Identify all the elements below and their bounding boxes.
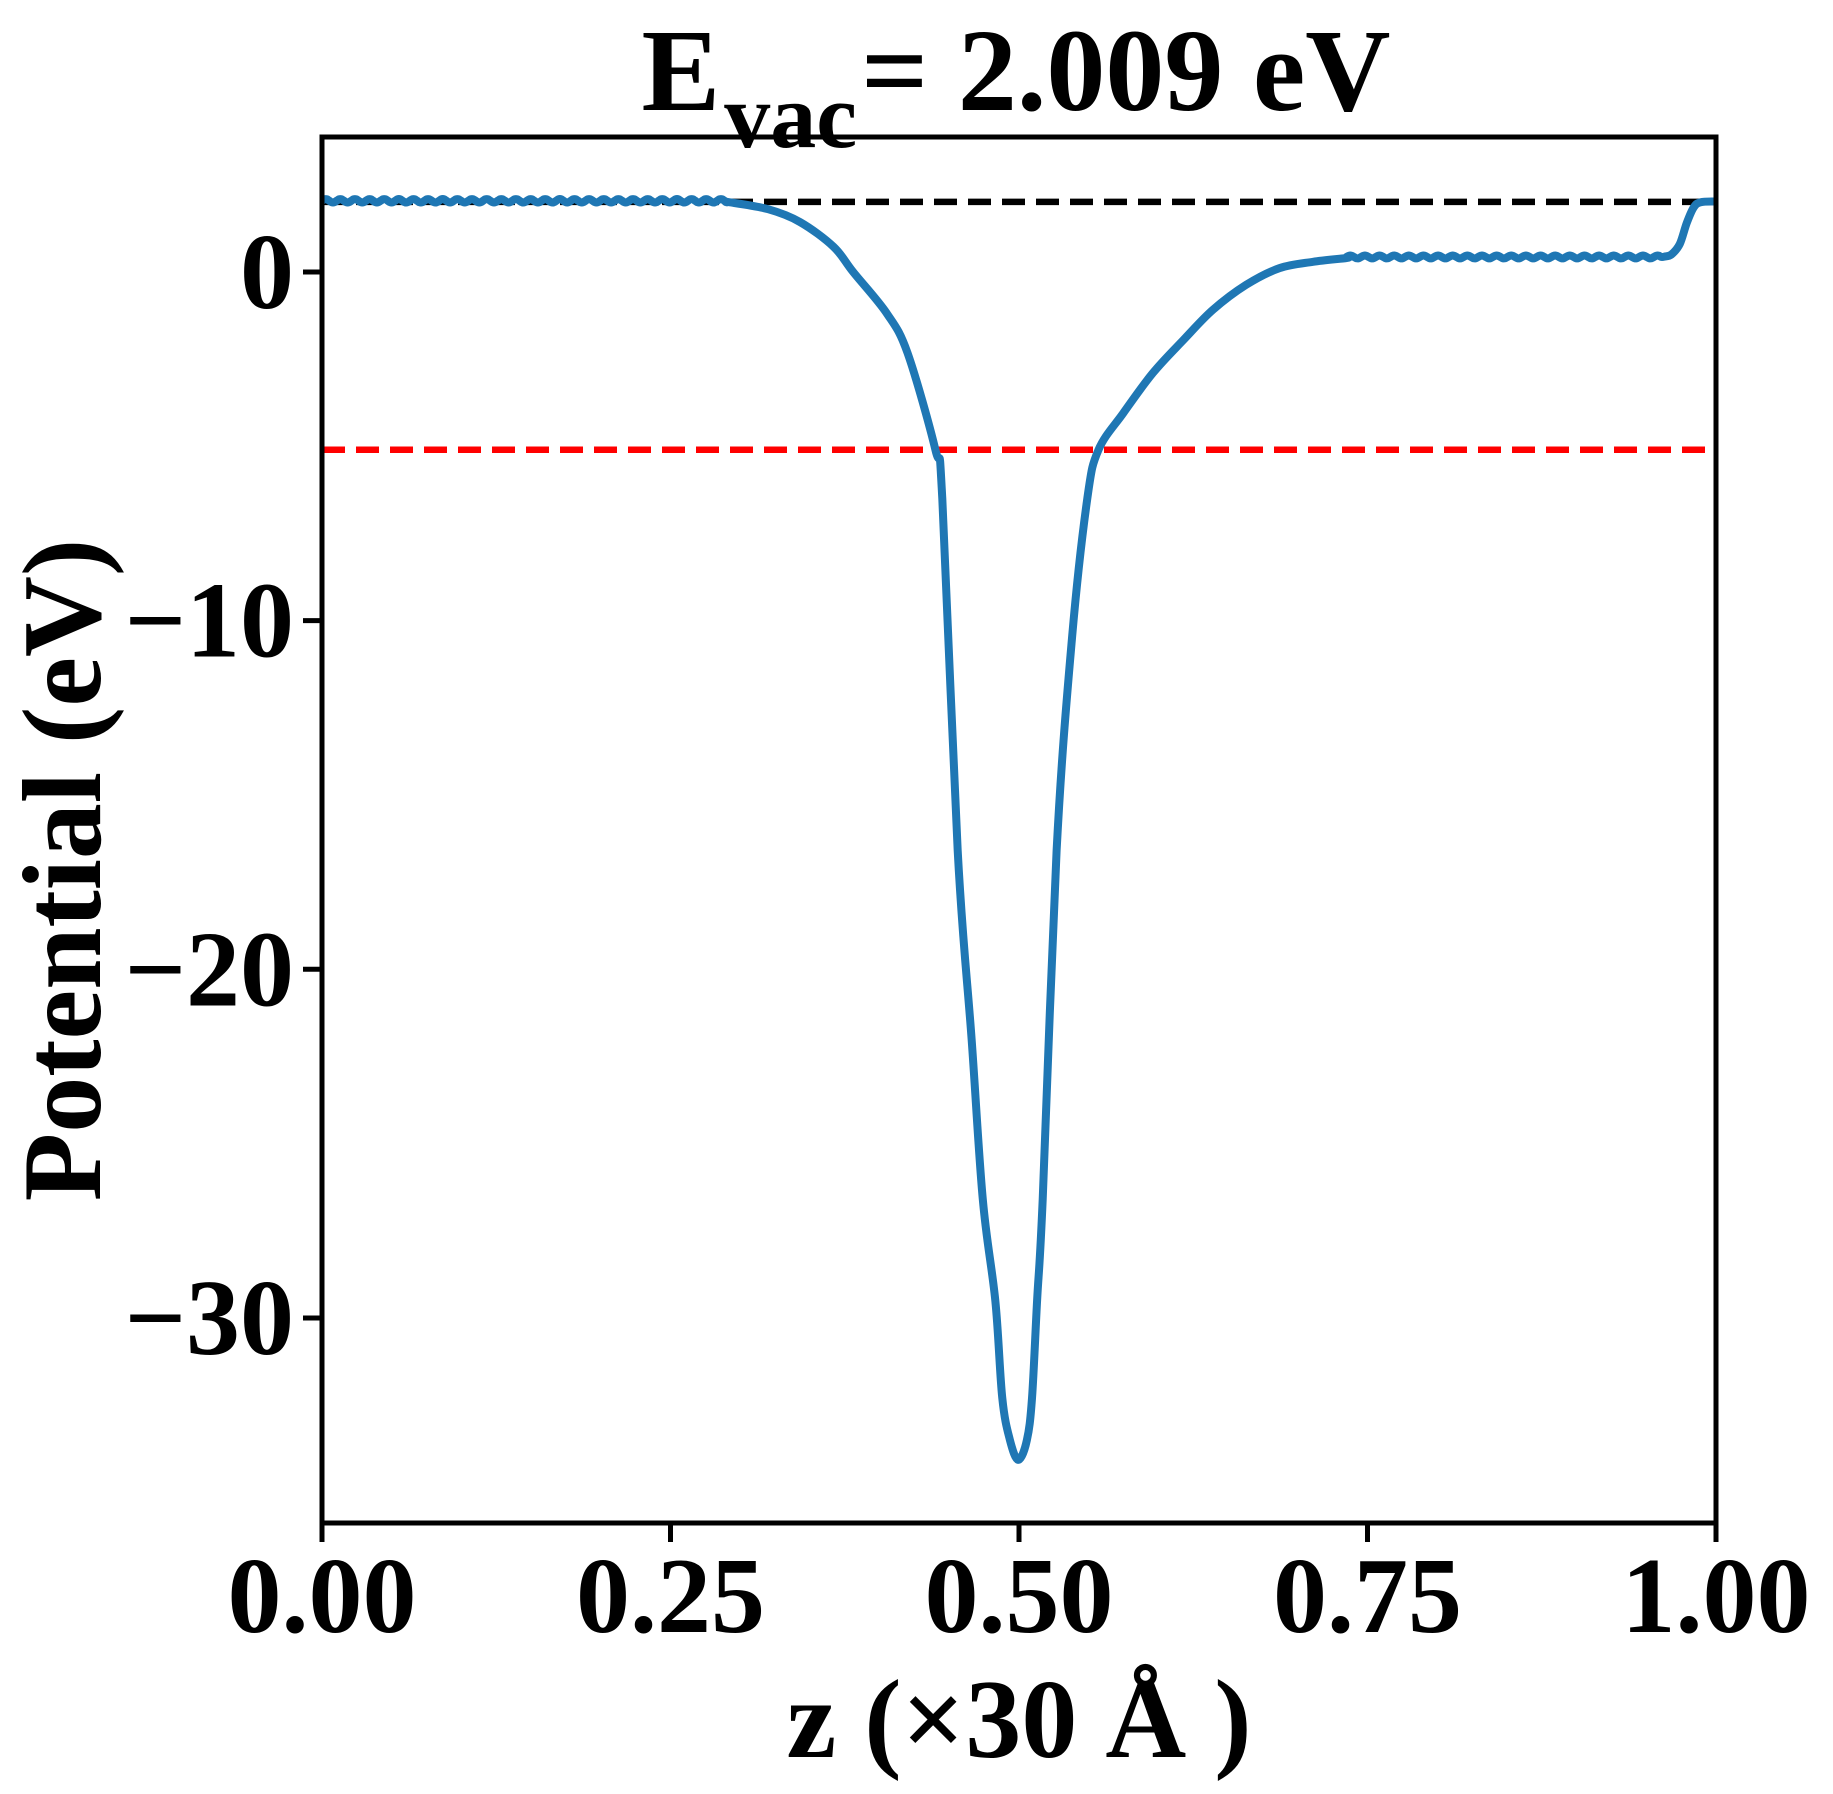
potential-curve [319, 195, 1717, 1464]
x-axis-ticks: 0.00 0.25 0.50 0.75 1.00 [228, 1525, 1811, 1656]
x-tick-label: 0.75 [1273, 1537, 1462, 1656]
y-axis-label: Potential (eV) [1, 539, 125, 1201]
title-rest: = 2.009 eV [861, 5, 1390, 136]
y-axis-ticks: 0 −10 −20 −30 [124, 213, 320, 1378]
x-tick-label: 0.00 [228, 1537, 417, 1656]
plot-title: E vac = 2.009 eV [642, 5, 1391, 167]
y-tick-label: −30 [124, 1259, 294, 1378]
y-tick-label: −10 [124, 562, 294, 681]
x-tick-label: 0.50 [925, 1537, 1114, 1656]
y-tick-label: 0 [240, 213, 294, 332]
axes-frame [319, 134, 1719, 1526]
x-axis-label: z (×30 Å ) [786, 1658, 1251, 1782]
title-prefix: E [642, 5, 721, 136]
x-tick-label: 1.00 [1622, 1537, 1811, 1656]
reference-lines [322, 198, 1716, 454]
title-subscript: vac [724, 65, 857, 167]
x-tick-label: 0.25 [576, 1537, 765, 1656]
y-tick-label: −20 [124, 910, 294, 1029]
